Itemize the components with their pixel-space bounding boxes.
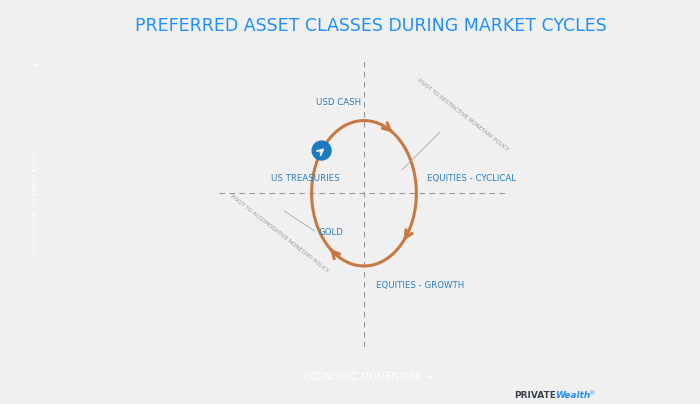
Text: EQUITIES - GROWTH: EQUITIES - GROWTH <box>376 280 464 290</box>
Text: +: + <box>32 60 39 69</box>
Circle shape <box>312 141 331 160</box>
Text: ®: ® <box>588 391 594 396</box>
Text: Wealth: Wealth <box>555 391 590 400</box>
Text: PIVOT TO RESTRICTIVE MONETARY POLICY: PIVOT TO RESTRICTIVE MONETARY POLICY <box>416 78 510 152</box>
Text: SHORT-TERM INTEREST RATES: SHORT-TERM INTEREST RATES <box>33 150 38 254</box>
Text: -: - <box>34 335 37 344</box>
Text: US TREASURIES: US TREASURIES <box>271 174 340 183</box>
Text: USD CASH: USD CASH <box>316 99 361 107</box>
Text: GOLD: GOLD <box>319 228 344 237</box>
Text: EQUITIES - CYCLICAL: EQUITIES - CYCLICAL <box>426 174 515 183</box>
Text: PRIVATE: PRIVATE <box>514 391 556 400</box>
Text: -  ECONOMIC MOMENTUM  +: - ECONOMIC MOMENTUM + <box>294 372 434 382</box>
Text: PREFERRED ASSET CLASSES DURING MARKET CYCLES: PREFERRED ASSET CLASSES DURING MARKET CY… <box>135 17 607 35</box>
Text: PIVOT TO ACCOMODATIVE MONETARY POLICY: PIVOT TO ACCOMODATIVE MONETARY POLICY <box>230 194 330 274</box>
